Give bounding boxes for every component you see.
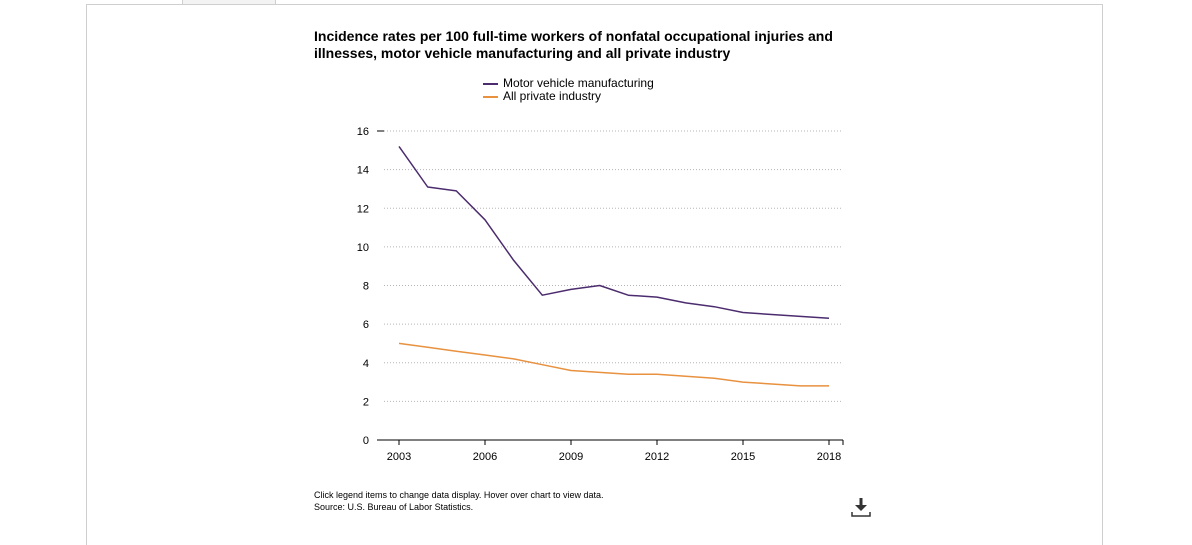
data-point [652, 369, 662, 379]
line-chart[interactable]: 0 2 4 6 8 10 12 14 16 2003 2006 2009 2012 2015 2018 [0, 0, 1192, 520]
x-tick-label: 2009 [559, 451, 583, 463]
x-tick-label: 2012 [645, 451, 669, 463]
data-point [623, 369, 633, 379]
data-point [824, 313, 834, 323]
data-point [537, 360, 547, 370]
data-point [795, 311, 805, 321]
legend-item-all-private-industry[interactable]: All private industry [483, 90, 654, 103]
y-tick-label: 2 [363, 396, 369, 408]
legend-label: All private industry [503, 89, 602, 103]
data-point [738, 308, 748, 318]
data-point [509, 354, 519, 364]
series-line-all-private-industry [398, 342, 829, 387]
y-tick-label: 8 [363, 281, 369, 293]
y-tick-label: 12 [357, 203, 369, 215]
data-point [566, 284, 576, 294]
data-point [509, 255, 519, 265]
data-point [623, 290, 633, 300]
data-point [681, 298, 691, 308]
tab[interactable] [182, 0, 276, 5]
data-point [595, 367, 605, 377]
data-point [709, 373, 719, 383]
x-tick-label: 2006 [473, 451, 497, 463]
data-point [480, 350, 490, 360]
data-point [738, 377, 748, 387]
data-point [423, 182, 433, 192]
data-point [394, 141, 404, 151]
y-tick-label: 16 [357, 126, 369, 138]
footnote: Click legend items to change data displa… [314, 489, 603, 513]
data-point [423, 342, 433, 352]
data-point [451, 346, 461, 356]
data-point [652, 292, 662, 302]
chart-title: Incidence rates per 100 full-time worker… [314, 28, 833, 61]
data-point [824, 381, 834, 391]
data-point [595, 281, 605, 291]
y-tick-label: 0 [363, 435, 369, 447]
y-tick-label: 10 [357, 242, 369, 254]
data-point [566, 365, 576, 375]
data-point [394, 338, 404, 348]
legend-swatch-all-private [483, 95, 498, 98]
data-point [537, 290, 547, 300]
data-point [681, 371, 691, 381]
data-point [767, 379, 777, 389]
y-tick-label: 14 [357, 165, 369, 177]
x-tick-label: 2015 [731, 451, 755, 463]
footnote-instructions: Click legend items to change data displa… [314, 490, 604, 500]
x-tick-label: 2003 [387, 451, 411, 463]
y-tick-label: 4 [363, 358, 369, 370]
y-tick-label: 6 [363, 319, 369, 331]
data-point [451, 186, 461, 196]
legend-swatch-motor-vehicle [483, 82, 498, 85]
legend-item-motor-vehicle-manufacturing[interactable]: Motor vehicle manufacturing [483, 77, 654, 90]
data-point [795, 381, 805, 391]
series-line-motor-vehicle-manufacturing [398, 145, 830, 320]
data-point [709, 302, 719, 312]
data-point [480, 215, 490, 225]
chart-panel [86, 4, 1103, 545]
legend: Motor vehicle manufacturing All private … [483, 77, 654, 103]
download-icon[interactable] [850, 496, 872, 518]
x-tick-label: 2018 [817, 451, 841, 463]
data-point [767, 309, 777, 319]
legend-label: Motor vehicle manufacturing [503, 76, 654, 90]
footnote-source: Source: U.S. Bureau of Labor Statistics. [314, 502, 474, 512]
